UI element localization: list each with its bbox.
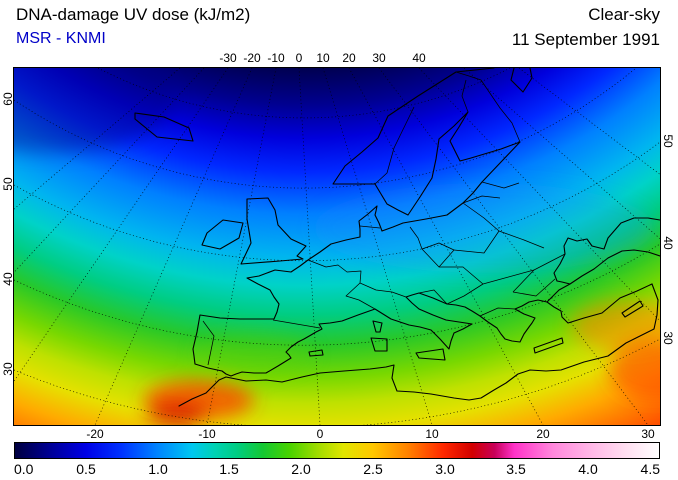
lon-tick-bottom: 0 bbox=[316, 427, 324, 441]
colorbar-label: 0.5 bbox=[76, 461, 96, 477]
lon-tick-top: 0 bbox=[295, 51, 303, 65]
lon-tick-bottom: -20 bbox=[86, 427, 104, 441]
condition-label: Clear-sky bbox=[588, 5, 660, 24]
islands bbox=[134, 112, 644, 361]
colorbar-label: 4.0 bbox=[578, 461, 598, 477]
date-label: 11 September 1991 bbox=[511, 30, 660, 49]
lon-tick-top: 20 bbox=[342, 51, 356, 65]
colorbar-label: 3.0 bbox=[435, 461, 455, 477]
colorbar-label: 3.5 bbox=[506, 461, 526, 477]
lat-tick-right: 50 bbox=[661, 134, 675, 148]
lon-tick-top: 10 bbox=[316, 51, 330, 65]
colorbar-label: 4.5 bbox=[640, 461, 660, 477]
colorbar-label: 0.0 bbox=[14, 461, 34, 477]
colorbar-label: 1.5 bbox=[219, 461, 239, 477]
lon-tick-top: -10 bbox=[267, 51, 285, 65]
lon-tick-top: 40 bbox=[412, 51, 426, 65]
colorbar-label: 1.0 bbox=[148, 461, 168, 477]
field-anomalies bbox=[14, 68, 660, 425]
lat-tick-right: 40 bbox=[661, 236, 675, 250]
colorbar-label: 2.5 bbox=[363, 461, 383, 477]
lon-tick-top: 30 bbox=[372, 51, 386, 65]
map-frame bbox=[13, 67, 661, 426]
source-label: MSR - KNMI bbox=[16, 30, 106, 47]
lon-tick-top: -20 bbox=[243, 51, 261, 65]
coastlines bbox=[178, 68, 660, 407]
lon-tick-bottom: 20 bbox=[536, 427, 550, 441]
lon-tick-bottom: 30 bbox=[641, 427, 655, 441]
uv-map-canvas bbox=[14, 68, 660, 425]
country-borders bbox=[202, 71, 566, 366]
page-title: DNA-damage UV dose (kJ/m2) bbox=[16, 5, 251, 24]
lat-tick-right: 30 bbox=[661, 331, 675, 345]
lon-tick-top: -30 bbox=[219, 51, 237, 65]
colorbar bbox=[14, 442, 660, 459]
colorbar-label: 2.0 bbox=[291, 461, 311, 477]
lon-tick-bottom: 10 bbox=[425, 427, 439, 441]
lon-tick-bottom: -10 bbox=[198, 427, 216, 441]
